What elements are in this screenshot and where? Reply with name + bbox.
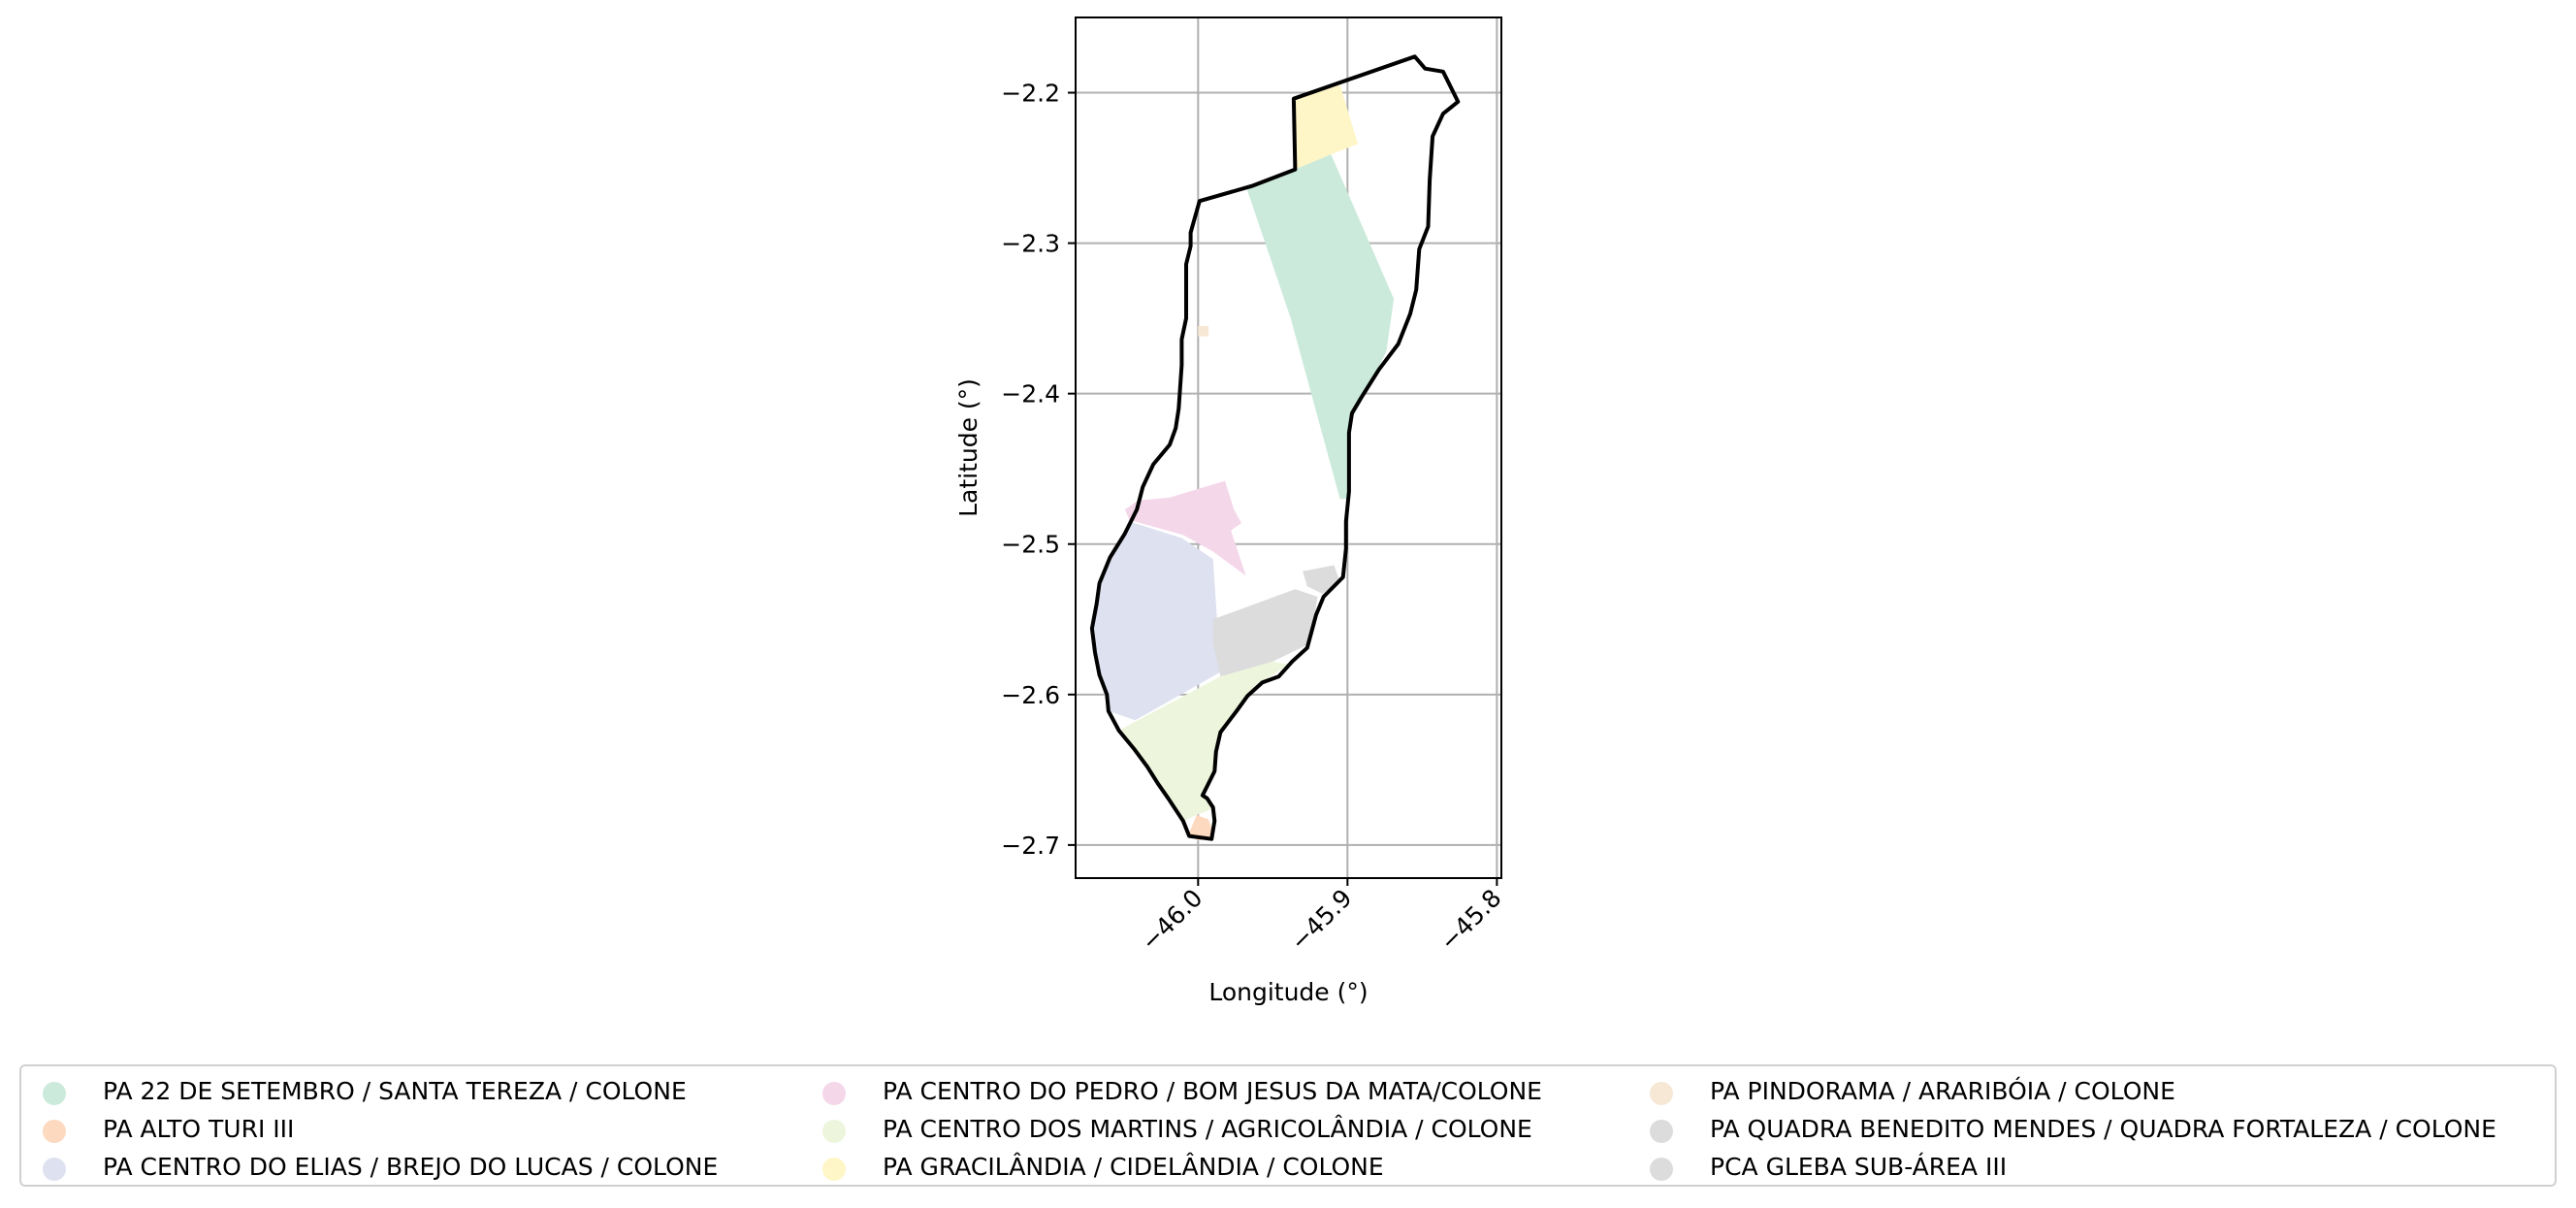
legend-swatch xyxy=(43,1120,66,1143)
legend-label: PA CENTRO DOS MARTINS / AGRICOLÂNDIA / C… xyxy=(883,1115,1532,1143)
region-pa-centro-do-elias-brejo-do-lucas-colone xyxy=(1093,521,1221,721)
y-axis-label: Latitude (°) xyxy=(954,378,982,517)
region-pa-centro-dos-martins-agricol-ndia-colone xyxy=(1118,661,1288,822)
region-pa-quadra-benedito-mendes-quadra-fortaleza-colone xyxy=(1212,589,1318,677)
legend-swatch xyxy=(43,1082,66,1105)
municipality-boundary xyxy=(1089,54,1461,841)
map-chart: −2.2−2.3−2.4−2.5−2.6−2.7−46.0 −45.9 −45.8 … xyxy=(954,16,1507,1006)
region-pa-22-de-setembro-santa-tereza-colone xyxy=(1245,154,1395,500)
region-patches xyxy=(1093,84,1395,841)
x-tick-label: −45.9 xyxy=(1285,884,1358,957)
legend-swatch xyxy=(43,1158,66,1181)
y-tick-label: −2.4 xyxy=(1001,380,1060,408)
y-tick-label: −2.6 xyxy=(1001,681,1060,709)
y-tick-label: −2.5 xyxy=(1001,531,1060,559)
region-pa-centro-do-pedro-bom-jesus-da-mata-colone xyxy=(1124,480,1246,576)
legend-label: PA 22 DE SETEMBRO / SANTA TEREZA / COLON… xyxy=(103,1077,687,1105)
region-pa-gracil-ndia-cidel-ndia-colone xyxy=(1293,84,1359,170)
y-tick-label: −2.7 xyxy=(1001,832,1060,860)
legend-label: PA CENTRO DO PEDRO / BOM JESUS DA MATA/C… xyxy=(883,1077,1542,1105)
legend-swatch xyxy=(822,1120,846,1143)
legend-label: PA CENTRO DO ELIAS / BREJO DO LUCAS / CO… xyxy=(103,1153,719,1181)
axis-ticks: −2.2 −2.3 −2.4 −2.5 −2.6 −2.7 −46.0 −45.9 −45.8 xyxy=(1001,80,1506,957)
legend-swatch xyxy=(822,1158,846,1181)
region-pa-pindorama-ararib-ia-colone xyxy=(1198,325,1209,337)
legend-swatch xyxy=(1650,1082,1673,1105)
legend-swatch xyxy=(1650,1120,1673,1143)
region-pca-gleba-sub-rea-iii xyxy=(1303,565,1340,594)
x-tick-label: −46.0 xyxy=(1136,884,1208,957)
legend-label: PA PINDORAMA / ARARIBÓIA / COLONE xyxy=(1710,1077,2175,1105)
legend-label: PCA GLEBA SUB-ÁREA III xyxy=(1710,1153,2008,1181)
legend: PA 22 DE SETEMBRO / SANTA TEREZA / COLON… xyxy=(19,1064,2557,1187)
legend-label: PA QUADRA BENEDITO MENDES / QUADRA FORTA… xyxy=(1710,1115,2496,1143)
axes-frame xyxy=(1075,16,1502,879)
y-tick-label: −2.2 xyxy=(1001,80,1060,108)
x-tick-label: −45.8 xyxy=(1434,884,1507,957)
y-tick-label: −2.3 xyxy=(1001,230,1060,258)
region-pa-alto-turi-iii xyxy=(1189,814,1215,841)
legend-label: PA GRACILÂNDIA / CIDELÂNDIA / COLONE xyxy=(883,1153,1384,1181)
x-axis-label: Longitude (°) xyxy=(1208,978,1368,1006)
legend-swatch xyxy=(1650,1158,1673,1181)
legend-swatch xyxy=(822,1082,846,1105)
legend-label: PA ALTO TURI III xyxy=(103,1115,295,1143)
